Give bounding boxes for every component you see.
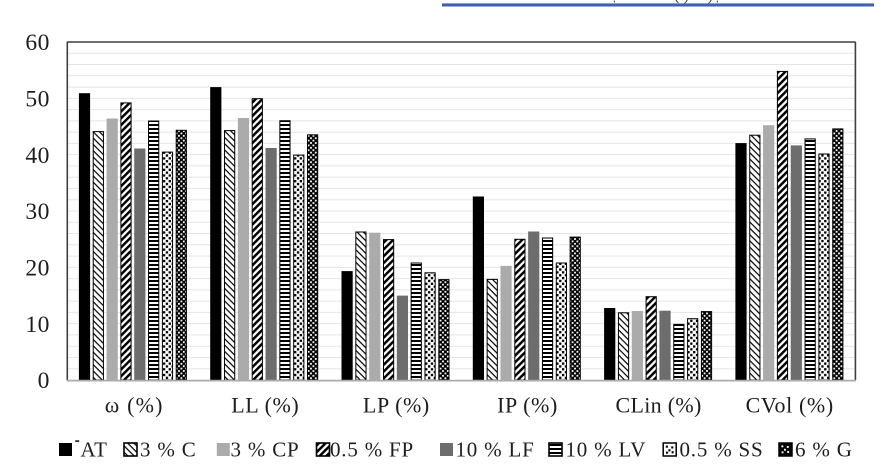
- svg-text:IP (%): IP (%): [497, 392, 558, 417]
- svg-text:50: 50: [25, 87, 49, 113]
- svg-text:LP (%): LP (%): [363, 392, 430, 417]
- svg-text:CVol (%): CVol (%): [746, 392, 834, 417]
- svg-text:0.5 % FP: 0.5 % FP: [330, 437, 414, 461]
- svg-text:6 % G: 6 % G: [795, 437, 853, 461]
- svg-text:60: 60: [25, 30, 49, 56]
- svg-text:20: 20: [25, 256, 49, 282]
- svg-text:40: 40: [25, 143, 49, 169]
- svg-text:10 % LF: 10 % LF: [456, 437, 535, 461]
- svg-text:0.5 % SS: 0.5 % SS: [680, 437, 764, 461]
- svg-text:ω (%): ω (%): [105, 392, 164, 417]
- svg-text:10: 10: [25, 312, 49, 338]
- svg-text:30: 30: [25, 199, 49, 225]
- svg-text:AT: AT: [81, 437, 108, 461]
- svg-text:CLin (%): CLin (%): [616, 392, 702, 417]
- svg-text:3 % C: 3 % C: [140, 437, 197, 461]
- svg-text:3 % CP: 3 % CP: [231, 437, 300, 461]
- svg-text:10 % LV: 10 % LV: [566, 437, 647, 461]
- svg-text:0: 0: [38, 368, 50, 394]
- svg-text:LL (%): LL (%): [231, 392, 299, 417]
